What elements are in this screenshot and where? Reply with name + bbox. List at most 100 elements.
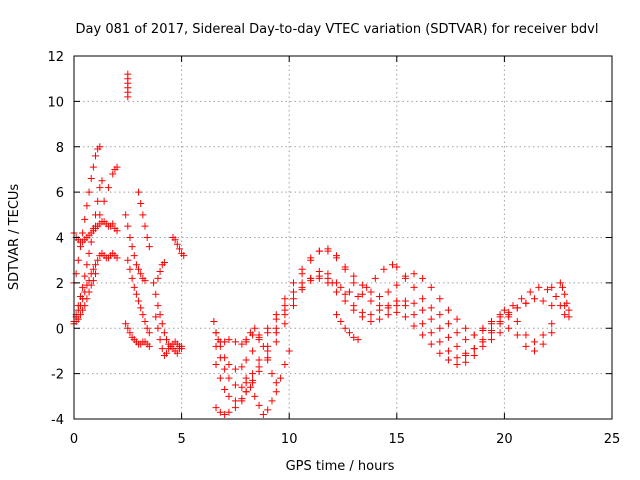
data-point — [444, 356, 452, 364]
data-point — [132, 290, 140, 298]
x-tick-label: 25 — [604, 432, 621, 447]
data-point — [173, 240, 181, 248]
axis-ticks — [73, 55, 613, 420]
data-point — [154, 324, 162, 332]
data-point — [290, 302, 298, 310]
data-point — [89, 163, 97, 171]
data-point — [436, 295, 444, 303]
data-point — [171, 236, 179, 244]
data-point — [345, 288, 353, 296]
data-point — [376, 315, 384, 323]
data-point — [427, 340, 435, 348]
data-point — [238, 340, 246, 348]
data-point — [341, 324, 349, 332]
data-point — [559, 283, 567, 291]
data-point — [249, 370, 257, 378]
data-point — [307, 256, 315, 264]
data-point — [453, 354, 461, 362]
grid — [74, 56, 612, 419]
data-point — [535, 283, 543, 291]
data-point — [410, 283, 418, 291]
data-point — [526, 288, 534, 296]
data-point — [462, 336, 470, 344]
data-point — [281, 320, 289, 328]
data-point — [419, 331, 427, 339]
data-point — [505, 324, 513, 332]
series-track-8 — [122, 211, 149, 285]
data-point — [132, 261, 140, 269]
data-point — [436, 349, 444, 357]
data-point — [500, 306, 508, 314]
data-point — [128, 274, 136, 282]
y-tick-label: 4 — [56, 232, 64, 247]
data-point — [126, 265, 134, 273]
data-point — [419, 295, 427, 303]
data-point — [337, 317, 345, 325]
data-point — [563, 299, 571, 307]
data-point — [565, 313, 573, 321]
data-point — [561, 290, 569, 298]
data-point — [126, 329, 134, 337]
data-point — [76, 243, 84, 251]
data-point — [160, 329, 168, 337]
data-point — [367, 297, 375, 305]
data-point — [277, 374, 285, 382]
x-tick-label: 15 — [389, 432, 406, 447]
data-point — [453, 315, 461, 323]
data-point — [556, 279, 564, 287]
data-point — [298, 283, 306, 291]
series-track-12 — [152, 313, 186, 359]
data-point — [216, 374, 224, 382]
series-track-20 — [212, 274, 556, 418]
series-track-10 — [124, 256, 153, 337]
y-tick-label: 2 — [56, 277, 64, 292]
data-point — [354, 336, 362, 344]
data-point — [231, 404, 239, 412]
data-point — [137, 304, 145, 312]
data-point — [109, 220, 117, 228]
data-point — [522, 299, 530, 307]
data-point — [259, 410, 267, 418]
data-point — [238, 397, 246, 405]
data-point — [173, 349, 181, 357]
data-point — [272, 379, 280, 387]
x-tick-label: 0 — [70, 432, 78, 447]
data-point — [225, 392, 233, 400]
data-point — [548, 320, 556, 328]
data-point — [92, 152, 100, 160]
data-point — [145, 243, 153, 251]
data-point — [444, 320, 452, 328]
data-point — [531, 338, 539, 346]
data-point — [427, 304, 435, 312]
data-point — [264, 347, 272, 355]
data-point — [363, 283, 371, 291]
data-point — [137, 199, 145, 207]
data-point — [384, 311, 392, 319]
data-point — [272, 311, 280, 319]
data-point — [109, 170, 117, 178]
data-point — [212, 404, 220, 412]
data-point — [539, 340, 547, 348]
data-point — [246, 383, 254, 391]
data-point — [156, 311, 164, 319]
data-point — [427, 315, 435, 323]
data-point — [85, 188, 93, 196]
data-point — [376, 292, 384, 300]
series-track-9 — [122, 320, 153, 350]
data-point — [470, 345, 478, 353]
data-point — [513, 304, 521, 312]
data-point — [139, 211, 147, 219]
data-point — [143, 324, 151, 332]
data-point — [154, 274, 162, 282]
data-point — [137, 270, 145, 278]
data-point — [341, 290, 349, 298]
data-point — [216, 354, 224, 362]
data-point — [496, 317, 504, 325]
data-point — [324, 279, 332, 287]
data-point — [345, 329, 353, 337]
data-point — [333, 311, 341, 319]
data-point — [470, 331, 478, 339]
data-point — [150, 279, 158, 287]
data-point — [264, 356, 272, 364]
data-point — [216, 408, 224, 416]
